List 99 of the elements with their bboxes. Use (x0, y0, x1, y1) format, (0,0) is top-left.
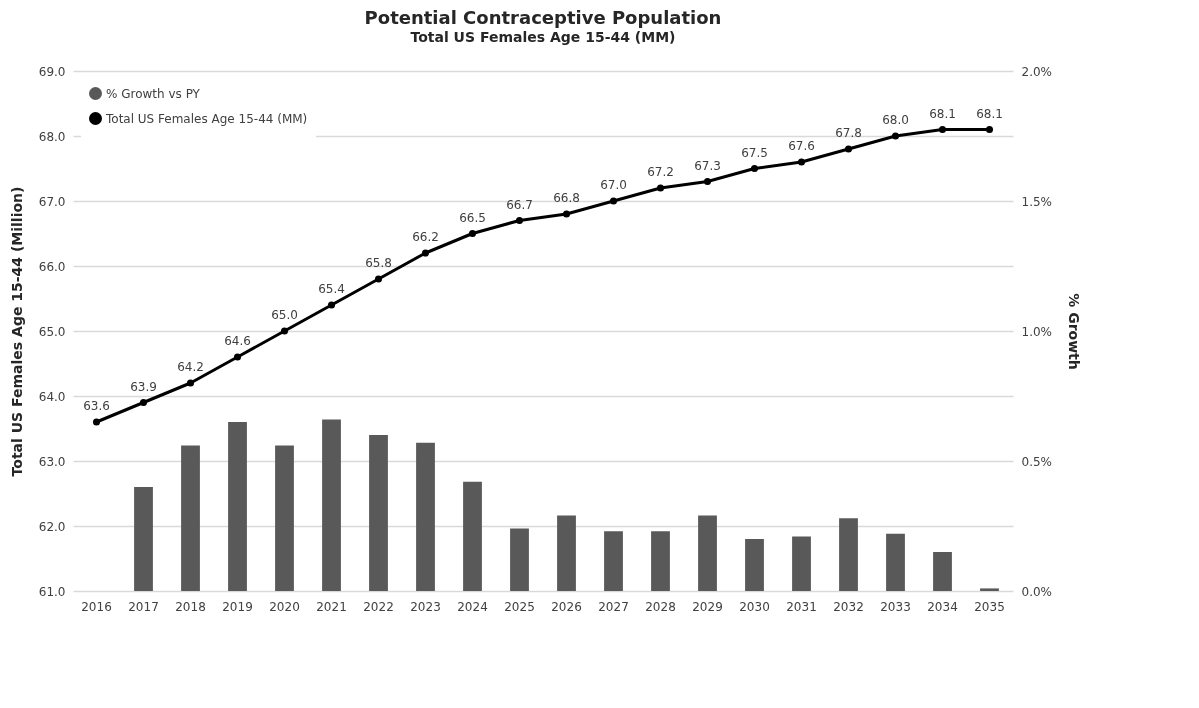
point (515, 216, 524, 225)
x-tick-label: 2026 (551, 599, 582, 614)
bar (792, 536, 811, 591)
chart-title: Potential Contraceptive Population (364, 7, 722, 28)
chart-subtitle: Total US Females Age 15-44 (MM) (410, 29, 676, 45)
data-label: 65.0 (271, 308, 298, 322)
bar (134, 487, 153, 591)
bar (275, 445, 294, 591)
y-tick-label: 63.0 (38, 454, 66, 469)
x-tick-label: 2024 (457, 599, 488, 614)
y2-tick-label: 1.0% (1021, 324, 1052, 339)
y2-tick-label: 0.0% (1021, 584, 1052, 599)
data-label: 67.3 (694, 158, 721, 173)
x-tick-label: 2027 (598, 599, 629, 614)
y-tick-label: 69.0 (38, 64, 66, 79)
point (938, 125, 947, 134)
point (233, 353, 242, 361)
x-tick-label: 2034 (927, 599, 958, 614)
point (844, 145, 853, 153)
bar (416, 442, 435, 591)
data-label: 66.7 (506, 197, 533, 212)
x-tick-label: 2028 (645, 599, 676, 614)
data-label: 67.8 (835, 126, 862, 140)
point (92, 418, 101, 426)
bar (745, 539, 764, 591)
bar (886, 533, 905, 591)
bar (604, 531, 623, 591)
y-tick-label: 65.0 (38, 324, 66, 339)
data-label: 68.1 (976, 106, 1003, 121)
data-label: 67.2 (647, 165, 674, 179)
y2-tick-label: 0.5% (1021, 454, 1052, 469)
y-axis-title: Total US Females Age 15-44 (Million) (8, 186, 25, 477)
data-label: 65.4 (318, 282, 345, 296)
point (327, 301, 336, 309)
bar (228, 422, 247, 591)
legend-label: % Growth vs PY (106, 86, 201, 101)
data-label: 65.8 (365, 256, 392, 270)
point (280, 327, 289, 335)
data-label: 66.2 (412, 230, 439, 244)
point (421, 249, 430, 257)
data-label: 66.5 (459, 210, 486, 225)
x-tick-label: 2018 (175, 599, 206, 614)
x-tick-label: 2023 (410, 599, 441, 614)
y-tick-label: 68.0 (38, 129, 66, 144)
bar (698, 515, 717, 591)
point (374, 275, 383, 283)
x-tick-label: 2022 (363, 599, 394, 614)
point (609, 197, 618, 205)
bar (510, 528, 529, 591)
point (797, 158, 806, 166)
x-tick-label: 2019 (222, 599, 253, 614)
x-tick-label: 2016 (81, 599, 112, 614)
point (750, 164, 759, 173)
x-tick-label: 2035 (974, 599, 1005, 614)
point (703, 177, 712, 186)
y-tick-label: 62.0 (38, 519, 66, 534)
x-tick-label: 2029 (692, 599, 723, 614)
bar (369, 435, 388, 591)
x-tick-label: 2025 (504, 599, 535, 614)
x-tick-label: 2021 (316, 599, 347, 614)
x-tick-label: 2033 (880, 599, 911, 614)
bar (980, 588, 999, 591)
x-tick-label: 2017 (128, 599, 159, 614)
data-label: 64.2 (177, 360, 204, 374)
bar (933, 552, 952, 591)
data-label: 64.6 (224, 334, 251, 348)
legend-label: Total US Females Age 15-44 (MM) (105, 111, 308, 126)
data-label: 67.0 (600, 178, 627, 192)
y-tick-label: 66.0 (38, 259, 66, 274)
point (562, 210, 571, 218)
y2-axis-title: % Growth (1065, 293, 1082, 370)
data-label: 63.6 (83, 399, 110, 413)
data-label: 68.0 (882, 113, 909, 127)
point (139, 398, 148, 407)
bar (839, 518, 858, 591)
bar (322, 419, 341, 591)
y-tick-label: 61.0 (38, 584, 66, 599)
point (985, 125, 994, 134)
point (656, 184, 665, 192)
bar (181, 445, 200, 591)
data-label: 67.5 (741, 145, 768, 160)
bar (463, 481, 482, 591)
data-label: 66.8 (553, 191, 580, 205)
data-label: 63.9 (130, 379, 157, 394)
x-tick-label: 2032 (833, 599, 864, 614)
x-tick-label: 2030 (739, 599, 770, 614)
data-label: 68.1 (929, 106, 956, 121)
bar (557, 515, 576, 591)
y2-tick-label: 2.0% (1021, 64, 1052, 79)
y-tick-label: 67.0 (38, 194, 66, 209)
point (186, 379, 195, 387)
point (468, 229, 477, 238)
data-label: 67.6 (788, 139, 815, 153)
y-tick-label: 64.0 (38, 389, 66, 404)
x-tick-label: 2020 (269, 599, 300, 614)
y2-tick-label: 1.5% (1021, 194, 1052, 209)
point (891, 132, 900, 140)
x-tick-label: 2031 (786, 599, 817, 614)
bar (651, 531, 670, 591)
